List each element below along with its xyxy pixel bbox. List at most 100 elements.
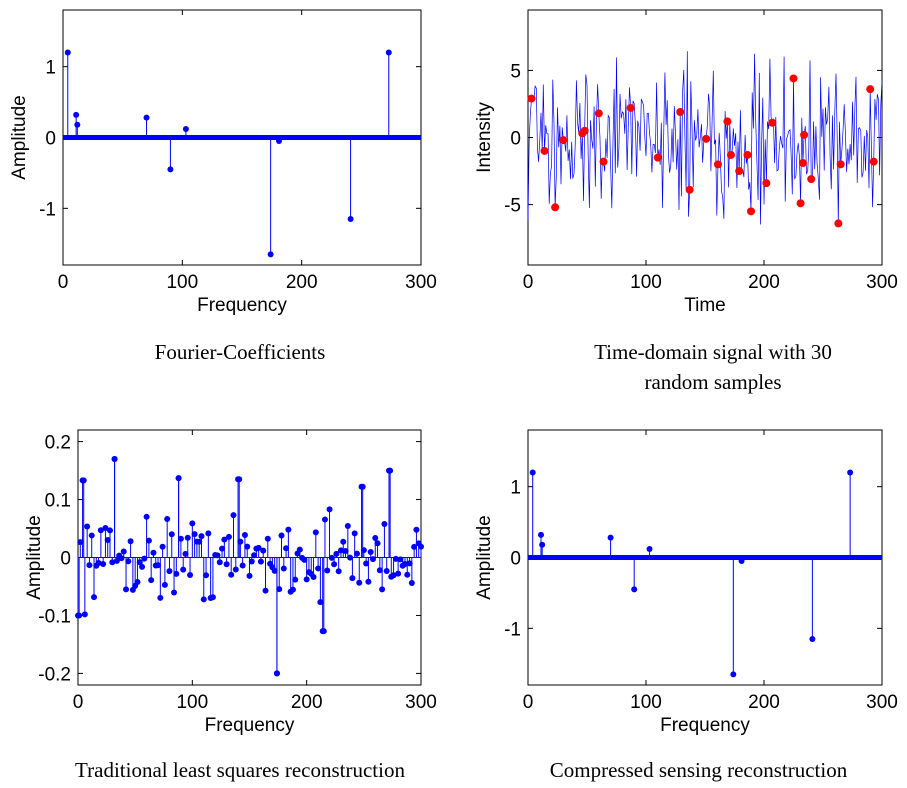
stem-marker xyxy=(84,523,91,530)
stem-marker xyxy=(97,527,104,534)
stem-marker xyxy=(310,573,317,580)
stem-marker xyxy=(155,562,162,569)
sample-point xyxy=(726,150,735,159)
stem-marker xyxy=(390,572,397,579)
chart-caption-compressed: Compressed sensing reconstruction xyxy=(549,758,848,782)
y-tick-label: -1 xyxy=(504,619,521,640)
stem-marker xyxy=(111,455,118,462)
y-axis-label: Amplitude xyxy=(9,95,30,180)
stem-marker xyxy=(340,538,347,545)
stem-marker xyxy=(123,586,130,593)
stem-marker xyxy=(148,577,155,584)
stem-marker xyxy=(180,566,187,573)
stem-marker xyxy=(385,49,392,56)
stem-marker xyxy=(320,628,327,635)
stem-marker xyxy=(280,565,287,572)
least-squares-panel: 0 100 200 300 -0.2 -0.1 0 0.1 0.2 Frequency Amplit… xyxy=(0,420,440,750)
stem-marker xyxy=(730,671,737,678)
stem-marker xyxy=(337,547,344,554)
sample-point xyxy=(551,203,560,212)
x-tick-label: 0 xyxy=(523,272,534,293)
stem-marker xyxy=(326,506,333,513)
x-tick-label: 0 xyxy=(73,692,84,713)
y-tick-label: 5 xyxy=(510,61,521,82)
sample-point xyxy=(723,117,732,126)
x-tick-label: 100 xyxy=(630,272,662,293)
stem-marker xyxy=(205,530,212,537)
stem-marker xyxy=(173,570,180,577)
stem-marker xyxy=(381,521,388,528)
stem-marker xyxy=(120,548,127,555)
stem-marker xyxy=(143,513,150,520)
stem-marker xyxy=(100,561,107,568)
stem-marker xyxy=(86,562,93,569)
compressed-sensing-panel: 0 100 200 300 -1 0 1 Frequency Amplitude xyxy=(460,420,907,750)
stem-marker xyxy=(303,576,310,583)
stem-marker xyxy=(359,483,366,490)
stem-marker xyxy=(91,594,98,601)
x-tick-label: 0 xyxy=(58,272,69,293)
x-tick-label: 0 xyxy=(523,692,534,713)
stem-marker xyxy=(374,540,381,547)
stem-marker xyxy=(376,567,383,574)
stem-marker xyxy=(631,586,638,593)
stem-marker xyxy=(529,469,536,476)
stem-marker xyxy=(379,586,386,593)
sample-point xyxy=(527,94,536,103)
stem-marker xyxy=(278,532,285,539)
stem-marker xyxy=(260,547,267,554)
y-tick-label: 1 xyxy=(510,478,521,499)
stem-marker xyxy=(150,549,157,556)
y-axis-label: Intensity xyxy=(474,102,495,173)
sample-point xyxy=(653,153,662,162)
stem-marker xyxy=(157,594,164,601)
y-tick-label: 0 xyxy=(45,129,56,150)
y-tick-label: 0 xyxy=(510,549,521,570)
stem-marker xyxy=(232,566,239,573)
stem-marker xyxy=(125,558,132,565)
x-tick-label: 300 xyxy=(405,272,437,293)
x-axis-label: Frequency xyxy=(197,295,287,316)
stem-marker xyxy=(395,570,402,577)
stem-marker xyxy=(351,530,358,537)
stem-marker xyxy=(411,543,418,550)
stem-marker xyxy=(139,563,146,570)
stem-marker xyxy=(95,560,102,567)
stem-marker xyxy=(418,543,424,550)
stem-marker xyxy=(285,526,292,533)
stem-marker xyxy=(203,572,210,579)
stem-marker xyxy=(244,543,251,550)
sample-point xyxy=(735,167,744,176)
stem-marker xyxy=(333,550,340,557)
x-tick-label: 100 xyxy=(166,272,198,293)
stem-marker xyxy=(413,526,420,533)
stem-marker xyxy=(372,534,379,541)
stem-marker xyxy=(255,544,262,551)
y-axis-label: Amplitude xyxy=(24,515,45,600)
y-tick-label: 0.2 xyxy=(45,433,71,454)
x-axis-label: Frequency xyxy=(660,715,750,736)
stem-marker xyxy=(275,138,282,145)
stem-marker xyxy=(312,529,319,536)
sample-point xyxy=(869,157,878,166)
sample-point xyxy=(685,185,694,194)
stem-marker xyxy=(392,555,399,562)
stem-marker xyxy=(214,552,221,559)
x-tick-label: 300 xyxy=(405,692,437,713)
stem-marker xyxy=(347,215,354,222)
stem-marker xyxy=(353,550,360,557)
stem-marker xyxy=(102,524,109,531)
x-tick-label: 200 xyxy=(748,272,780,293)
stem-marker xyxy=(356,579,363,586)
sample-point xyxy=(743,150,752,159)
y-tick-label: 0.1 xyxy=(45,491,71,512)
stem-marker xyxy=(118,555,125,562)
stem-marker xyxy=(383,568,390,575)
stem-marker xyxy=(267,251,274,258)
sample-point xyxy=(713,160,722,169)
stem-marker xyxy=(809,635,816,642)
stem-marker xyxy=(237,538,244,545)
sample-point xyxy=(807,175,816,184)
stem-marker xyxy=(107,527,114,534)
stem-marker xyxy=(168,531,175,538)
